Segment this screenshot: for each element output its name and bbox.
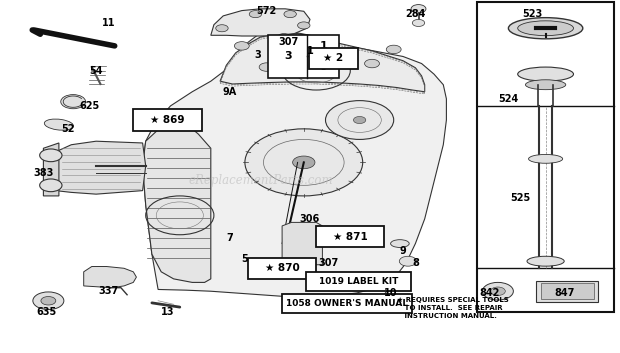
Circle shape — [490, 287, 505, 295]
Text: 1: 1 — [319, 41, 327, 51]
Text: 383: 383 — [33, 168, 53, 178]
Polygon shape — [43, 143, 59, 196]
Polygon shape — [143, 118, 211, 282]
Text: 307: 307 — [278, 37, 298, 47]
Text: 635: 635 — [37, 307, 56, 317]
Ellipse shape — [526, 80, 565, 90]
Polygon shape — [282, 222, 322, 265]
Ellipse shape — [508, 18, 583, 39]
Text: 525: 525 — [511, 193, 531, 203]
Ellipse shape — [527, 256, 564, 266]
Circle shape — [284, 11, 296, 18]
Circle shape — [386, 45, 401, 54]
Circle shape — [365, 59, 379, 68]
Polygon shape — [211, 9, 310, 36]
Circle shape — [293, 156, 315, 169]
Bar — [133, 109, 202, 131]
Text: 306: 306 — [300, 214, 320, 224]
Text: 572: 572 — [257, 6, 277, 16]
Text: 847: 847 — [554, 288, 574, 298]
Circle shape — [278, 34, 290, 41]
Bar — [309, 48, 358, 69]
Circle shape — [33, 292, 64, 310]
Text: 284: 284 — [405, 9, 425, 19]
Circle shape — [411, 5, 426, 13]
Text: 7: 7 — [226, 233, 232, 243]
Bar — [268, 35, 340, 78]
Circle shape — [412, 19, 425, 26]
Circle shape — [298, 22, 310, 29]
Ellipse shape — [518, 67, 574, 81]
Circle shape — [326, 101, 394, 139]
Circle shape — [216, 25, 228, 32]
Bar — [477, 2, 614, 312]
Circle shape — [249, 11, 262, 18]
Circle shape — [41, 297, 56, 305]
Text: 9A: 9A — [223, 87, 236, 97]
Text: 842: 842 — [480, 288, 500, 298]
Text: 3: 3 — [254, 50, 260, 60]
Polygon shape — [56, 141, 146, 194]
Text: ★ 2: ★ 2 — [324, 53, 343, 63]
Ellipse shape — [44, 119, 74, 130]
Ellipse shape — [529, 155, 563, 163]
Text: ★ 869: ★ 869 — [150, 115, 185, 125]
Bar — [541, 283, 594, 299]
Circle shape — [259, 63, 274, 71]
Circle shape — [383, 284, 396, 291]
Text: 307: 307 — [319, 258, 339, 268]
Text: 625: 625 — [80, 101, 100, 111]
Text: 337: 337 — [99, 286, 118, 296]
Text: 13: 13 — [161, 307, 174, 317]
Circle shape — [311, 68, 321, 73]
Text: 1058 OWNER'S MANUAL: 1058 OWNER'S MANUAL — [286, 299, 408, 308]
Circle shape — [40, 149, 62, 162]
Text: ★ REQUIRES SPECIAL TOOLS
   TO INSTALL.  SEE REPAIR
   INSTRUCTION MANUAL.: ★ REQUIRES SPECIAL TOOLS TO INSTALL. SEE… — [397, 297, 508, 319]
Bar — [536, 281, 598, 302]
Text: 524: 524 — [498, 94, 518, 104]
Text: 52: 52 — [61, 124, 75, 134]
Bar — [248, 258, 316, 279]
Polygon shape — [84, 267, 136, 288]
Ellipse shape — [391, 240, 409, 247]
Circle shape — [482, 282, 513, 300]
Text: ★ 870: ★ 870 — [265, 263, 299, 273]
Text: 1019 LABEL KIT: 1019 LABEL KIT — [319, 277, 398, 286]
Text: 3: 3 — [284, 52, 291, 61]
Text: eReplacementParts.com: eReplacementParts.com — [188, 174, 333, 186]
Bar — [282, 294, 412, 313]
Text: 11: 11 — [102, 18, 115, 28]
Polygon shape — [143, 32, 446, 297]
Circle shape — [245, 129, 363, 196]
Text: 5: 5 — [242, 255, 248, 264]
Text: 1: 1 — [307, 46, 313, 56]
Text: 8: 8 — [412, 258, 419, 268]
Text: 54: 54 — [89, 66, 103, 76]
Bar — [316, 226, 384, 247]
Bar — [306, 272, 411, 291]
Circle shape — [399, 256, 417, 266]
Text: 3: 3 — [321, 62, 327, 72]
Text: 523: 523 — [522, 9, 542, 19]
Circle shape — [40, 179, 62, 192]
Text: 10: 10 — [384, 288, 397, 298]
Text: ★ 871: ★ 871 — [333, 232, 368, 241]
Circle shape — [234, 42, 249, 50]
Polygon shape — [220, 34, 425, 92]
Circle shape — [353, 116, 366, 124]
Ellipse shape — [518, 21, 574, 36]
Circle shape — [61, 95, 86, 109]
Text: 9: 9 — [400, 246, 406, 256]
